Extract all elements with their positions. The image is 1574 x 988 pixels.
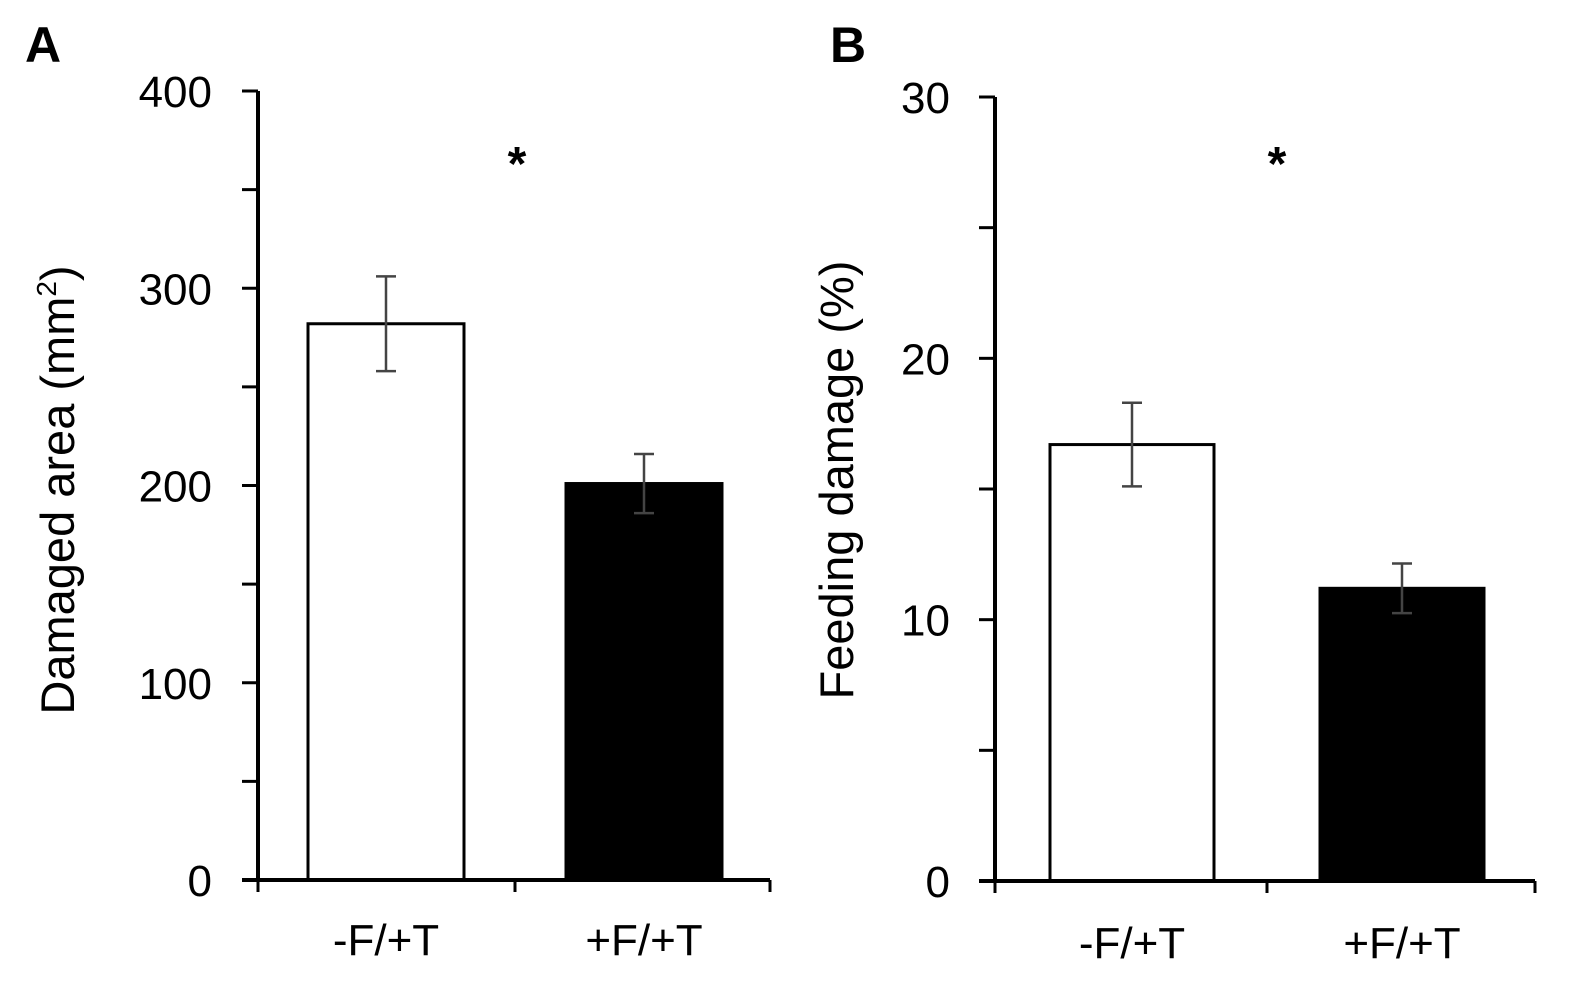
panel-b-y-tick-label: 0 <box>926 858 950 907</box>
panel-a-significance-star: * <box>508 138 527 191</box>
panel-b-bar <box>1318 586 1486 883</box>
panel-b-y-axis-label: Feeding damage (%) <box>810 261 863 700</box>
panel-a-bars: -F/+T +F/+T <box>306 275 724 965</box>
panel-b: B Feeding damage (%) * 0 10 20 30 -F/+T +F/+… <box>810 17 1537 968</box>
panel-a-y-tick-label: 100 <box>139 660 212 709</box>
panel-a-label: A <box>25 17 61 73</box>
panel-a-y-ticks: 0 100 200 300 400 <box>139 68 258 906</box>
panel-a-x-tick-label: -F/+T <box>333 916 439 965</box>
panel-a-x-tick-label: +F/+T <box>585 916 702 965</box>
panel-a-y-axis-label-main: Damaged area (mm <box>31 297 84 715</box>
panel-b-y-tick-label: 10 <box>901 597 950 646</box>
panel-a-bar <box>564 482 724 882</box>
panel-a-axes <box>242 91 772 892</box>
panel-b-x-tick-label: +F/+T <box>1343 919 1460 968</box>
panel-b-axes <box>979 97 1537 893</box>
panel-b-bar <box>1048 443 1216 883</box>
panel-a-y-axis-label-sup: 2 <box>31 281 62 297</box>
panel-a-y-tick-label: 200 <box>139 463 212 512</box>
panel-a-y-tick-label: 0 <box>188 857 212 906</box>
panel-a-y-tick-label: 300 <box>139 265 212 314</box>
panel-b-y-tick-label: 30 <box>901 74 950 123</box>
panel-b-x-tick-label: -F/+T <box>1079 919 1185 968</box>
panel-a-y-tick-label: 400 <box>139 68 212 117</box>
panel-a-y-axis-label: Damaged area (mm2) <box>31 265 84 714</box>
panel-b-label: B <box>830 17 866 73</box>
panel-b-significance-star: * <box>1268 138 1287 191</box>
panel-b-y-ticks: 0 10 20 30 <box>901 74 995 907</box>
panel-b-y-tick-label: 20 <box>901 335 950 384</box>
panel-a-y-axis-label-suffix: ) <box>31 265 84 281</box>
panel-a: A Damaged area (mm2) * 0 100 200 300 400 -F/… <box>25 17 772 965</box>
panel-b-bars: -F/+T +F/+T <box>1048 401 1486 968</box>
panel-a-bar <box>306 322 466 882</box>
